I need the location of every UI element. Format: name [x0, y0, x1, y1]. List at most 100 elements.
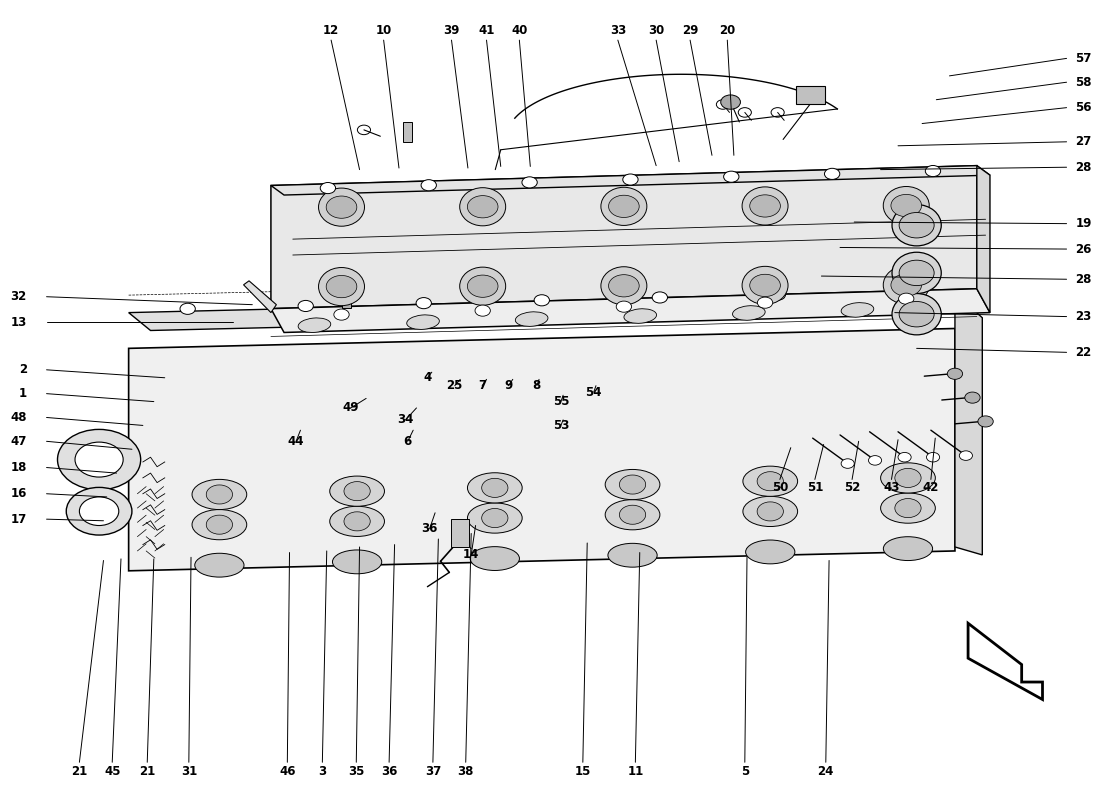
Circle shape — [899, 302, 934, 327]
Text: 29: 29 — [682, 24, 698, 37]
Bar — [404, 122, 412, 142]
Text: 49: 49 — [342, 402, 359, 414]
Ellipse shape — [470, 546, 519, 570]
Ellipse shape — [460, 188, 506, 226]
Text: 46: 46 — [279, 766, 296, 778]
Text: 57: 57 — [1076, 52, 1091, 65]
Ellipse shape — [883, 537, 933, 561]
Circle shape — [475, 305, 491, 316]
Ellipse shape — [319, 188, 364, 226]
Ellipse shape — [407, 315, 439, 330]
Text: 16: 16 — [11, 487, 26, 500]
Circle shape — [57, 430, 141, 490]
Ellipse shape — [892, 205, 942, 246]
Polygon shape — [129, 293, 977, 330]
Ellipse shape — [742, 187, 788, 225]
Text: 56: 56 — [1076, 101, 1092, 114]
Circle shape — [899, 293, 914, 304]
Text: 1: 1 — [19, 387, 26, 400]
Circle shape — [207, 485, 232, 504]
Text: 28: 28 — [1076, 161, 1091, 174]
Circle shape — [619, 505, 646, 524]
Ellipse shape — [460, 267, 506, 306]
Text: 22: 22 — [1076, 346, 1091, 359]
Text: 31: 31 — [180, 766, 197, 778]
Ellipse shape — [605, 470, 660, 500]
Circle shape — [757, 502, 783, 521]
Text: 14: 14 — [463, 549, 480, 562]
Circle shape — [616, 301, 631, 312]
Circle shape — [207, 515, 232, 534]
Circle shape — [75, 442, 123, 477]
Text: 21: 21 — [139, 766, 155, 778]
Text: 36: 36 — [381, 766, 397, 778]
Circle shape — [750, 274, 780, 297]
Circle shape — [608, 274, 639, 297]
Text: a-fca.com/ince1995: a-fca.com/ince1995 — [499, 361, 689, 439]
Circle shape — [925, 166, 940, 177]
Polygon shape — [129, 329, 955, 571]
Ellipse shape — [468, 503, 522, 533]
Circle shape — [891, 194, 922, 217]
Text: 18: 18 — [11, 461, 26, 474]
Circle shape — [608, 195, 639, 218]
Circle shape — [327, 196, 356, 218]
Ellipse shape — [298, 318, 331, 333]
Circle shape — [320, 182, 336, 194]
Circle shape — [899, 260, 934, 286]
Circle shape — [327, 275, 356, 298]
Text: 52: 52 — [844, 481, 860, 494]
Circle shape — [825, 168, 839, 179]
Text: 35: 35 — [348, 766, 364, 778]
Circle shape — [416, 298, 431, 309]
Circle shape — [180, 303, 196, 314]
Ellipse shape — [468, 473, 522, 503]
Circle shape — [894, 468, 921, 487]
Text: 45: 45 — [104, 766, 121, 778]
Ellipse shape — [608, 543, 657, 567]
Polygon shape — [977, 166, 990, 313]
Circle shape — [652, 292, 668, 303]
Ellipse shape — [605, 500, 660, 530]
Circle shape — [720, 95, 740, 110]
Text: 20: 20 — [719, 24, 736, 37]
Polygon shape — [271, 166, 977, 309]
Circle shape — [724, 171, 739, 182]
Circle shape — [66, 487, 132, 535]
Text: 24: 24 — [817, 766, 834, 778]
Text: 54: 54 — [585, 386, 602, 398]
Text: 26: 26 — [1076, 242, 1091, 255]
Circle shape — [482, 509, 508, 527]
Ellipse shape — [624, 309, 657, 323]
Polygon shape — [243, 281, 276, 313]
Ellipse shape — [881, 493, 935, 523]
Ellipse shape — [883, 266, 930, 304]
Circle shape — [468, 196, 498, 218]
Text: 23: 23 — [1076, 310, 1091, 323]
Ellipse shape — [733, 306, 766, 320]
Text: 10: 10 — [375, 24, 392, 37]
Circle shape — [344, 512, 371, 531]
Text: 37: 37 — [425, 766, 441, 778]
Circle shape — [421, 180, 437, 190]
Circle shape — [623, 174, 638, 185]
Text: 13: 13 — [11, 316, 26, 329]
Circle shape — [750, 195, 780, 217]
Text: 55: 55 — [552, 395, 569, 408]
Text: 12: 12 — [323, 24, 339, 37]
Text: 28: 28 — [1076, 273, 1091, 286]
Circle shape — [738, 108, 751, 117]
Circle shape — [842, 458, 855, 468]
Ellipse shape — [881, 463, 935, 493]
Polygon shape — [271, 166, 990, 195]
Ellipse shape — [319, 267, 364, 306]
Text: 27: 27 — [1076, 135, 1091, 148]
Polygon shape — [271, 289, 990, 333]
Text: 53: 53 — [553, 419, 569, 432]
Circle shape — [757, 472, 783, 490]
Ellipse shape — [330, 506, 385, 537]
Ellipse shape — [892, 294, 942, 335]
Circle shape — [894, 498, 921, 518]
Ellipse shape — [742, 466, 797, 496]
Bar — [451, 519, 469, 547]
